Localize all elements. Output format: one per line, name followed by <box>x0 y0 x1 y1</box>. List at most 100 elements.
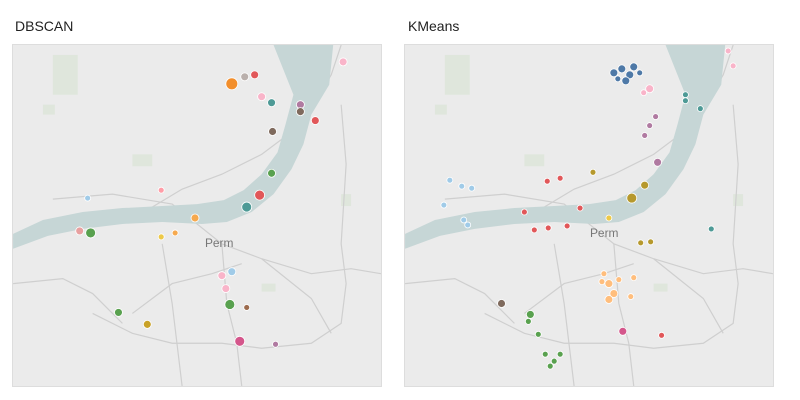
cluster-point <box>257 92 266 102</box>
cluster-point <box>221 284 231 293</box>
cluster-point <box>217 271 227 281</box>
cluster-point <box>707 225 715 233</box>
cluster-point <box>598 278 606 285</box>
cluster-point <box>84 194 92 202</box>
cluster-point <box>267 98 276 108</box>
cluster-point <box>296 107 305 116</box>
cluster-point <box>729 62 737 70</box>
map: Perm <box>12 44 382 387</box>
cluster-point <box>468 184 476 192</box>
cluster-point <box>589 168 597 176</box>
road <box>13 278 123 324</box>
park <box>444 54 470 95</box>
cluster-point <box>543 177 551 185</box>
cluster-point <box>250 70 260 80</box>
map: Perm <box>404 44 774 387</box>
panel-title: DBSCAN <box>15 18 74 34</box>
cluster-point <box>604 279 614 288</box>
road <box>92 104 347 349</box>
cluster-point <box>640 180 650 190</box>
cluster-point <box>646 122 654 129</box>
cluster-point <box>85 227 96 239</box>
road <box>132 263 242 314</box>
cluster-point <box>637 239 645 247</box>
park <box>132 154 153 167</box>
cluster-point <box>338 57 348 67</box>
cluster-point <box>458 182 466 190</box>
cluster-point <box>546 362 554 370</box>
cluster-point <box>615 276 623 284</box>
cluster-point <box>254 189 266 201</box>
road <box>484 104 739 349</box>
river <box>13 45 334 249</box>
cluster-point <box>640 89 648 97</box>
cluster-point <box>614 75 622 83</box>
cluster-point <box>534 330 542 338</box>
cluster-point <box>653 157 662 167</box>
cluster-point <box>618 326 628 336</box>
park <box>653 283 668 292</box>
cluster-point <box>544 224 552 232</box>
cluster-point <box>627 293 635 300</box>
cluster-point <box>626 192 638 204</box>
cluster-point <box>446 176 454 184</box>
cluster-point <box>525 310 535 319</box>
cluster-point <box>225 77 239 91</box>
cluster-point <box>524 317 532 325</box>
park <box>524 154 545 167</box>
cluster-point <box>682 97 689 105</box>
cluster-point <box>609 68 619 78</box>
cluster-point <box>224 299 236 310</box>
cluster-point <box>605 214 613 222</box>
road <box>261 258 332 334</box>
cluster-point <box>234 335 246 347</box>
road <box>553 243 575 386</box>
cluster-point <box>241 201 253 213</box>
cluster-point <box>625 70 635 80</box>
road <box>161 243 183 386</box>
cluster-point <box>541 350 549 358</box>
cluster-point <box>629 62 639 72</box>
cluster-point <box>243 304 251 311</box>
park <box>42 104 55 115</box>
cluster-point <box>240 72 250 82</box>
cluster-point <box>114 308 123 317</box>
cluster-point <box>520 208 528 216</box>
cluster-point <box>190 213 200 223</box>
city-label: Perm <box>205 236 234 250</box>
cluster-point <box>630 274 638 282</box>
cluster-point <box>142 319 152 329</box>
cluster-point <box>645 84 655 94</box>
cluster-point <box>658 331 665 339</box>
cluster-point <box>576 204 584 212</box>
cluster-point <box>621 76 631 86</box>
cluster-point <box>460 216 468 224</box>
cluster-point <box>604 295 614 304</box>
cluster-point <box>268 127 277 136</box>
cluster-point <box>696 105 704 113</box>
park <box>52 54 78 95</box>
cluster-point <box>617 64 627 74</box>
cluster-point <box>636 69 644 77</box>
river <box>405 45 726 249</box>
cluster-point <box>647 238 655 246</box>
cluster-point <box>682 91 689 99</box>
cluster-point <box>641 132 649 139</box>
cluster-point <box>652 113 659 120</box>
cluster-point <box>724 47 732 55</box>
cluster-point <box>563 222 571 230</box>
park <box>733 194 744 207</box>
road <box>613 243 635 386</box>
city-label: Perm <box>590 226 619 240</box>
cluster-point <box>609 289 619 298</box>
cluster-point <box>227 267 237 277</box>
cluster-point <box>556 350 564 358</box>
cluster-point <box>530 226 538 234</box>
cluster-point <box>497 299 506 308</box>
road <box>405 278 515 324</box>
cluster-point <box>157 186 165 194</box>
cluster-point <box>171 229 179 237</box>
cluster-point <box>440 201 448 209</box>
cluster-point <box>75 226 85 236</box>
